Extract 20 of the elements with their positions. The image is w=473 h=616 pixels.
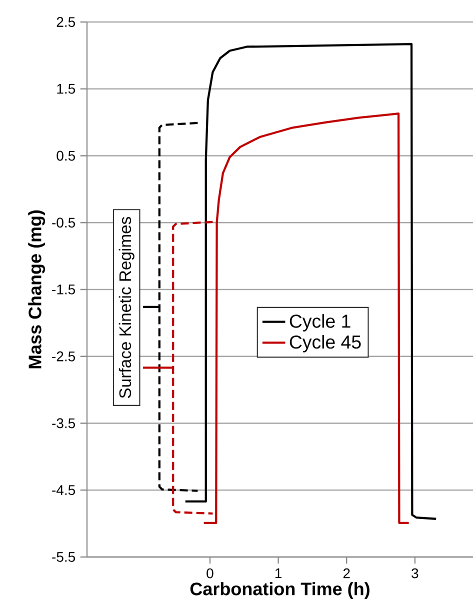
y-tick-label: -1.5 bbox=[52, 284, 76, 294]
line-series bbox=[202, 112, 410, 524]
x-tick-label: 0 bbox=[206, 568, 214, 578]
annotation: Surface Kinetic Regimes bbox=[118, 216, 134, 398]
line-series bbox=[184, 43, 438, 520]
y-tick-label: -5.5 bbox=[52, 552, 76, 562]
y-tick-label: -0.5 bbox=[52, 218, 76, 228]
y-tick-label: -3.5 bbox=[52, 418, 76, 428]
y-tick-label: 0.5 bbox=[56, 150, 76, 161]
legend-label: Cycle 45 bbox=[290, 334, 361, 352]
y-axis-title: Mass Change (mg) bbox=[28, 210, 45, 368]
x-tick-label: 3 bbox=[412, 568, 418, 578]
x-tick-label: 1 bbox=[275, 568, 282, 578]
y-tick-label: 1.5 bbox=[57, 84, 76, 94]
legend-label: Cycle 1 bbox=[290, 314, 350, 332]
x-tick-label: 2 bbox=[343, 568, 350, 578]
x-axis-title: Carbonation Time (h) bbox=[190, 582, 370, 599]
y-tick-label: -2.5 bbox=[52, 351, 76, 362]
y-tick-label: 2.5 bbox=[56, 17, 76, 27]
y-tick-label: -4.5 bbox=[52, 485, 76, 496]
